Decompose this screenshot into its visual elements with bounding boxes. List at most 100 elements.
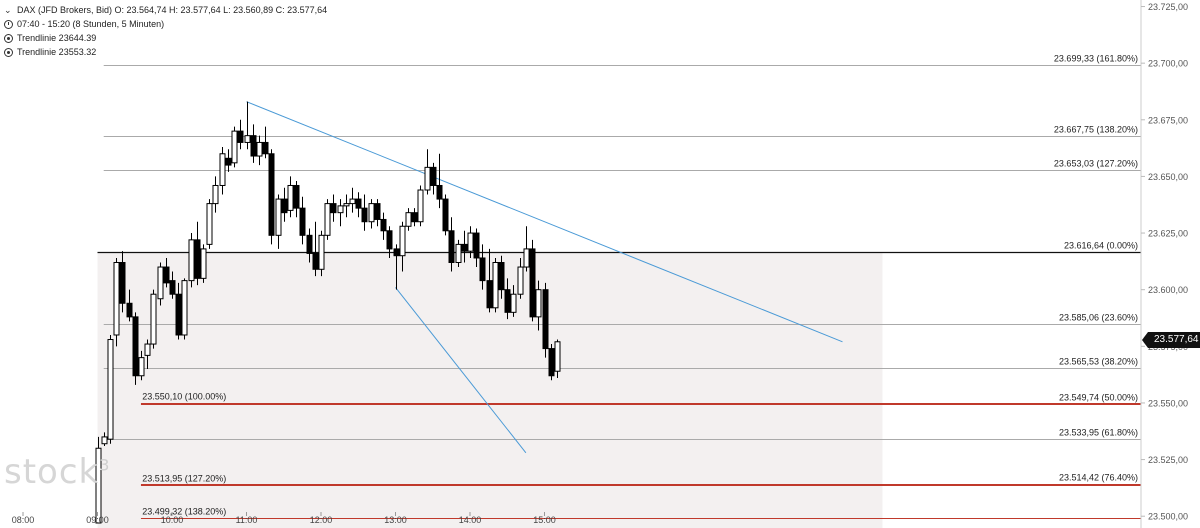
fib-label-right-4: 23.585,06 (23.60%) <box>1059 313 1138 323</box>
candle-body-down <box>386 230 393 250</box>
fib-label-left-0: 23.550,10 (100.00%) <box>142 392 226 402</box>
price-axis[interactable]: 23.500,0023.525,0023.550,0023.575,0023.6… <box>1141 2 1188 522</box>
candle-0 <box>95 436 102 524</box>
candle-51 <box>411 208 418 227</box>
candle-67 <box>510 285 517 317</box>
candle-32 <box>293 180 300 218</box>
candle-body-down <box>299 207 306 236</box>
time-axis[interactable]: 08:00 09:00 10:00 11:00 12:00 13:00 14:00 15:00 <box>12 512 556 525</box>
fib-label-right-1: 23.667,75 (138.20%) <box>1054 125 1138 135</box>
candle-28 <box>268 149 275 245</box>
trendline-1 <box>246 101 843 343</box>
candle-25 <box>250 124 257 163</box>
candle-39 <box>337 199 344 227</box>
price-tick-label: 23.550,00 <box>1148 398 1188 408</box>
candle-1 <box>101 432 108 446</box>
candle-42 <box>355 192 362 218</box>
candle-21 <box>225 149 232 172</box>
candle-11 <box>163 257 170 288</box>
candle-62 <box>479 244 486 290</box>
candle-body-down <box>262 141 269 155</box>
candle-66 <box>504 278 511 320</box>
candles <box>95 101 561 524</box>
candle-body-up <box>417 189 424 223</box>
candle-26 <box>256 135 263 166</box>
candle-body-down <box>448 230 455 263</box>
candle-27 <box>262 126 269 159</box>
candle-23 <box>237 119 244 150</box>
price-tick-label: 23.675,00 <box>1148 115 1188 125</box>
candle-3 <box>113 257 120 347</box>
candle-body-down <box>225 157 232 166</box>
stock3-watermark: stock3 <box>4 452 110 492</box>
time-tick-label: 15:00 <box>533 515 556 525</box>
candle-body-up <box>150 293 157 345</box>
visibility-icon[interactable] <box>4 47 13 57</box>
candle-body-up <box>231 130 238 164</box>
candle-body-up <box>219 153 226 186</box>
candle-body-up <box>343 203 350 207</box>
fib-levels: 23.699,33 (161.80%) 23.667,75 (138.20%) 23… <box>97 54 1141 519</box>
candle-body-up <box>101 436 108 445</box>
time-tick-label: 11:00 <box>236 515 258 525</box>
candle-20 <box>219 146 226 195</box>
price-tick-label: 23.525,00 <box>1148 455 1188 465</box>
candle-70 <box>529 239 536 322</box>
period-range: 07:40 - 15:20 (8 Stunden, 5 Minuten) <box>17 19 165 29</box>
candle-body-down <box>293 184 300 209</box>
candle-body-up <box>492 262 499 309</box>
candle-body-up <box>554 341 561 372</box>
candle-body-up <box>318 234 325 270</box>
candle-7 <box>138 350 145 381</box>
candle-30 <box>281 187 288 222</box>
fib-label-right-8: 23.514,42 (76.40%) <box>1059 473 1138 483</box>
time-tick-label: 09:00 <box>86 515 109 525</box>
chevron-down-icon[interactable]: ⌄ <box>4 4 12 15</box>
candle-71 <box>535 280 542 331</box>
candle-body-up <box>181 280 188 336</box>
candle-body-up <box>368 203 375 223</box>
time-tick-label: 08:00 <box>12 515 35 525</box>
candle-38 <box>330 194 337 222</box>
candle-31 <box>287 176 294 218</box>
trendline-legend-1[interactable]: Trendlinie 23644.39 <box>17 33 97 43</box>
candle-40 <box>343 194 350 218</box>
candle-33 <box>299 196 306 245</box>
watermark-sup: 3 <box>99 455 111 475</box>
candle-body-down <box>473 232 480 259</box>
candle-body-up <box>188 239 195 282</box>
candle-body-down <box>411 212 418 223</box>
candle-body-up <box>256 141 263 157</box>
candle-60 <box>467 226 474 258</box>
candle-49 <box>399 221 406 272</box>
candle-74 <box>554 339 561 379</box>
candle-47 <box>386 226 393 258</box>
candle-body-up <box>157 266 164 300</box>
candle-46 <box>380 212 387 240</box>
candle-body-up <box>324 203 331 236</box>
candle-16 <box>194 221 201 286</box>
candle-body-down <box>486 280 493 309</box>
candle-body-up <box>523 248 530 268</box>
candle-body-up <box>424 166 431 191</box>
candle-body-up <box>212 184 219 205</box>
candle-6 <box>132 312 139 385</box>
candle-body-down <box>361 207 368 223</box>
candle-36 <box>318 230 325 277</box>
candle-body-up <box>510 293 517 313</box>
candle-37 <box>324 199 331 240</box>
candle-body-up <box>138 357 145 377</box>
trendline-legend-2[interactable]: Trendlinie 23553.32 <box>17 47 97 57</box>
candle-10 <box>157 262 164 306</box>
candle-48 <box>393 244 400 290</box>
watermark-text: stock <box>4 452 100 492</box>
candle-body-down <box>126 302 133 318</box>
candle-73 <box>548 344 555 381</box>
candle-61 <box>473 228 480 268</box>
visibility-icon[interactable] <box>4 33 13 43</box>
price-tick-label: 23.600,00 <box>1148 285 1188 295</box>
candle-body-up <box>399 225 406 257</box>
candle-body-up <box>405 212 412 227</box>
last-price-tag: 23.577,64 <box>1142 332 1200 349</box>
price-tick-label: 23.500,00 <box>1148 512 1188 522</box>
